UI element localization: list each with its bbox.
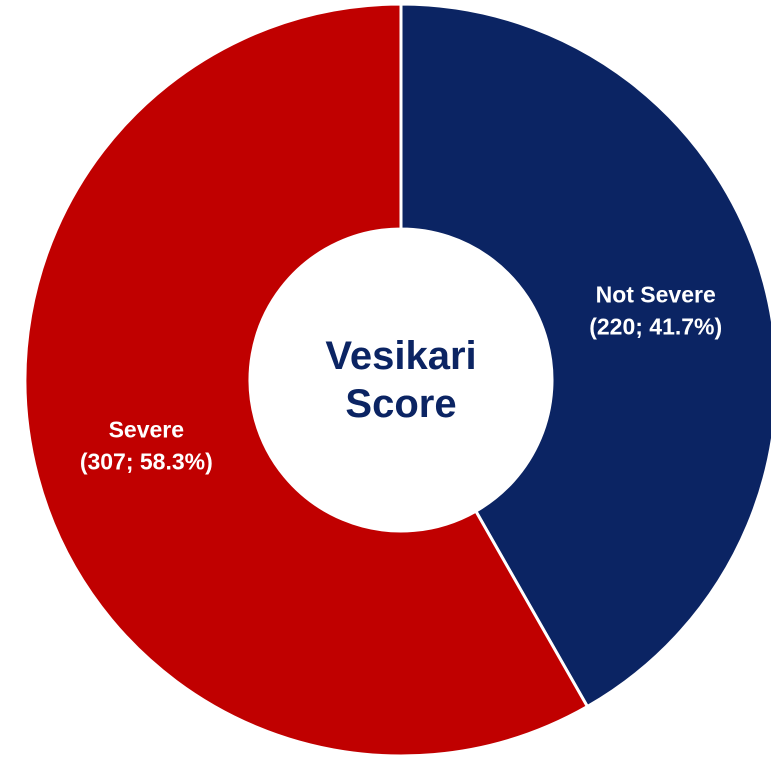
data-label: (307; 58.3%) [80,449,213,475]
data-label: (220; 41.7%) [589,314,722,340]
chart-title: Vesikari Score [325,334,477,426]
segment-label: Not Severe [596,282,716,308]
donut-segment [23,2,590,757]
donut-segment [399,2,771,709]
segment-label: Severe [109,417,184,443]
